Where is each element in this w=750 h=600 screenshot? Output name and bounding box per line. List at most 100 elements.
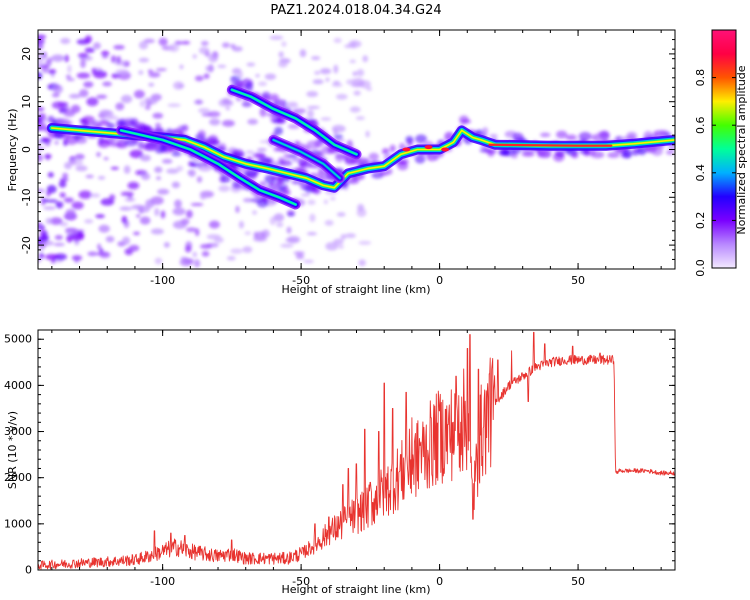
haze-blob — [578, 131, 592, 141]
haze-blob — [45, 253, 59, 261]
haze-blob — [70, 104, 81, 114]
haze-blob — [192, 54, 197, 59]
haze-blob — [398, 158, 409, 165]
haze-blob — [225, 106, 230, 111]
haze-blob — [133, 89, 145, 99]
haze-blob — [344, 233, 357, 239]
haze-blob — [38, 246, 44, 252]
haze-blob — [120, 94, 133, 104]
haze-blob — [622, 149, 633, 159]
haze-blob — [307, 109, 314, 119]
haze-blob — [261, 91, 271, 99]
haze-blob — [38, 39, 45, 45]
haze-blob — [84, 219, 94, 224]
haze-blob — [333, 134, 344, 140]
colorbar-label: Normalized spectral amplitude — [735, 65, 748, 234]
haze-blob — [362, 158, 370, 165]
colorbar-ticks: 0.0 0.2 0.4 0.6 0.8 — [694, 69, 736, 277]
x-tick-label: -100 — [150, 575, 175, 588]
haze-blob — [150, 228, 164, 235]
haze-blob — [279, 159, 293, 167]
haze-blob — [45, 217, 53, 225]
haze-blob — [155, 68, 167, 72]
haze-blob — [198, 107, 211, 114]
haze-blob — [136, 214, 141, 218]
haze-blob — [208, 220, 220, 229]
haze-blob — [306, 140, 320, 150]
haze-blob — [209, 118, 221, 126]
haze-blob — [68, 93, 82, 99]
x-tick-label: 0 — [436, 274, 443, 287]
x-tick-label: -50 — [292, 274, 310, 287]
haze-blob — [350, 83, 364, 88]
haze-blob — [154, 166, 163, 173]
haze-blob — [100, 198, 115, 206]
haze-blob — [38, 154, 44, 162]
haze-blob — [287, 124, 300, 130]
haze-blob — [278, 186, 285, 192]
haze-blob — [38, 222, 43, 226]
haze-blob — [38, 188, 46, 193]
haze-blob — [185, 209, 193, 219]
haze-blob — [64, 54, 69, 63]
ridge-upper — [231, 89, 358, 156]
haze-blob — [366, 87, 373, 91]
haze-blob — [84, 47, 95, 53]
haze-blob — [340, 234, 347, 240]
colorbar-tick-label: 0.6 — [694, 116, 707, 134]
haze-blob — [349, 106, 361, 113]
haze-blob — [98, 224, 110, 233]
snr-y-label: SNR (10 * v/v) — [6, 411, 19, 489]
haze-blob — [193, 99, 204, 105]
haze-blob — [63, 197, 74, 203]
y-tick-label: 20 — [20, 47, 33, 61]
haze-blob — [282, 188, 291, 196]
snr-y-ticks: 0 1000 2000 3000 4000 5000 — [4, 329, 675, 577]
haze-blob — [116, 143, 128, 149]
haze-blob — [665, 150, 675, 155]
haze-blob — [101, 55, 109, 59]
haze-blob — [269, 93, 280, 103]
snr-x-ticks: -100 -50 0 50 — [51, 330, 662, 588]
ridge-main — [50, 127, 675, 189]
haze-blob — [235, 205, 240, 214]
haze-blob — [332, 128, 338, 136]
haze-blob — [53, 242, 65, 247]
haze-blob — [484, 148, 498, 154]
ridge-hot-spot — [424, 145, 433, 150]
haze-blob — [75, 165, 88, 172]
haze-blob — [232, 46, 243, 52]
haze-blob — [336, 212, 346, 217]
haze-blob — [205, 65, 215, 72]
haze-blob — [299, 49, 307, 58]
haze-blob — [120, 206, 129, 211]
x-tick-label: 0 — [436, 575, 443, 588]
snr-background — [38, 330, 675, 570]
haze-blob — [80, 59, 86, 69]
haze-blob — [83, 81, 94, 88]
haze-blob — [194, 75, 204, 82]
haze-blob — [145, 199, 155, 209]
haze-blob — [221, 42, 230, 48]
haze-blob — [54, 140, 59, 145]
haze-blob — [97, 176, 106, 180]
haze-blob — [281, 41, 287, 47]
haze-blob — [314, 70, 321, 75]
haze-blob — [166, 168, 179, 174]
haze-blob — [221, 119, 235, 127]
colorbar-tick-label: 0.4 — [694, 164, 707, 182]
haze-blob — [154, 207, 160, 217]
haze-blob — [65, 208, 76, 218]
haze-blob — [344, 44, 354, 49]
haze-blob — [278, 51, 284, 58]
haze-blob — [214, 236, 224, 244]
haze-blob — [154, 257, 163, 265]
haze-blob — [333, 37, 342, 43]
ridge-hot-spot — [441, 147, 450, 152]
haze-blob — [303, 259, 314, 264]
haze-blob — [255, 74, 260, 78]
haze-blob — [173, 128, 183, 134]
y-tick-label: 1000 — [4, 517, 32, 530]
haze-blob — [155, 148, 165, 154]
haze-blob — [405, 135, 414, 144]
